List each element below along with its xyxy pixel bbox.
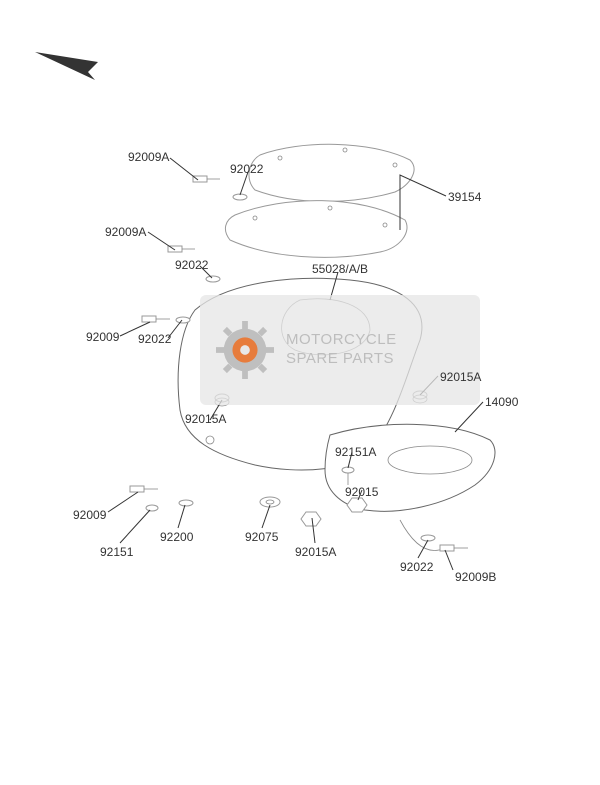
part-label-92022_2: 92022 xyxy=(175,258,208,272)
part-label-92151A: 92151A xyxy=(335,445,376,459)
leader-92200 xyxy=(178,505,185,528)
part-label-92009_2: 92009 xyxy=(73,508,106,522)
part-label-92022_3: 92022 xyxy=(138,332,171,346)
part-label-92015A_3: 92015A xyxy=(295,545,336,559)
nut-icon xyxy=(301,512,321,526)
part-label-92200: 92200 xyxy=(160,530,193,544)
leader-92075 xyxy=(262,505,270,528)
screw-icon xyxy=(142,316,170,322)
washer-icon xyxy=(146,505,158,511)
screw-icon xyxy=(130,486,158,492)
part-39154-upper xyxy=(249,144,414,201)
back-arrow-icon xyxy=(35,52,98,80)
part-label-92015A_2: 92015A xyxy=(185,412,226,426)
part-label-92015A_1: 92015A xyxy=(440,370,481,384)
part-39154-lower xyxy=(225,201,407,258)
leader-14090 xyxy=(455,402,483,432)
leader-92009B xyxy=(445,550,453,570)
screw-icon xyxy=(168,246,195,252)
screw-icon xyxy=(440,545,468,551)
leader-92151 xyxy=(120,510,150,543)
washer-icon xyxy=(206,276,220,282)
part-label-92022_1: 92022 xyxy=(230,162,263,176)
gear-icon xyxy=(216,321,274,379)
leader-92009A_1 xyxy=(170,158,198,180)
part-label-92075: 92075 xyxy=(245,530,278,544)
diagram-canvas: MOTORCYCLE SPARE PARTS 92009A 92022 39154 9… xyxy=(0,0,600,785)
watermark: MOTORCYCLE SPARE PARTS xyxy=(200,295,480,405)
washer-icon xyxy=(179,500,193,506)
watermark-line1: MOTORCYCLE xyxy=(286,331,397,350)
part-label-92009B: 92009B xyxy=(455,570,496,584)
part-label-14090: 14090 xyxy=(485,395,518,409)
watermark-line2: SPARE PARTS xyxy=(286,350,397,369)
part-label-92015: 92015 xyxy=(345,485,378,499)
watermark-text: MOTORCYCLE SPARE PARTS xyxy=(286,331,397,369)
part-label-92009A_1: 92009A xyxy=(128,150,169,164)
leader-92009_2 xyxy=(108,492,138,512)
washer-icon xyxy=(176,317,190,323)
part-label-92022_4: 92022 xyxy=(400,560,433,574)
part-label-92009_1: 92009 xyxy=(86,330,119,344)
nut-icon xyxy=(347,498,367,512)
part-label-92009A_2: 92009A xyxy=(105,225,146,239)
part-label-55028: 55028/A/B xyxy=(312,262,368,276)
part-label-39154: 39154 xyxy=(448,190,481,204)
part-label-92151: 92151 xyxy=(100,545,133,559)
leader-92009A_2 xyxy=(148,232,175,250)
